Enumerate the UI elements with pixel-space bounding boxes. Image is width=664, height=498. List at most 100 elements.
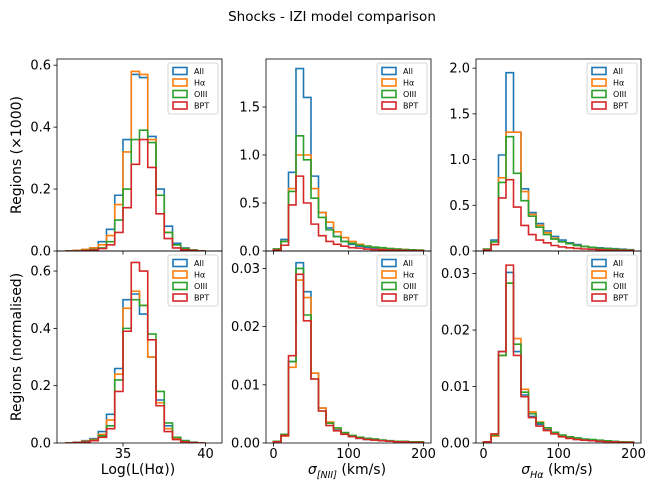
legend-label-halpha: Hα <box>613 271 624 280</box>
y-tick-label: 0.00 <box>231 437 260 452</box>
series-group <box>65 70 206 251</box>
y-tick-label: 0.02 <box>231 320 260 335</box>
x-tick-label: 35 <box>115 447 132 462</box>
legend-swatch-halpha <box>381 270 397 279</box>
legend-label-oiii: OIII <box>403 282 416 291</box>
y-tick-label: 1.0 <box>449 153 470 168</box>
legend-swatch-bpt <box>591 101 607 110</box>
legend-label-bpt: BPT <box>403 294 418 303</box>
legend-swatch-all <box>591 258 607 268</box>
y-tick-label: 1.5 <box>449 107 470 122</box>
series-halpha-line <box>65 290 206 443</box>
series-bpt-line <box>65 261 206 443</box>
panels: 0.0 0.2 0.4 0.6 All Hα OIII BPT 0.0 0.5 1.0 1.5 All H… <box>30 58 646 462</box>
legend-swatch-bpt <box>172 293 188 302</box>
row-label-top: Regions (×1000) <box>9 96 25 214</box>
legend-label-oiii: OIII <box>613 90 626 99</box>
legend-label-bpt: BPT <box>613 294 628 303</box>
legend-box <box>376 254 428 307</box>
panel-r0-c2: 0.0 0.5 1.0 1.5 2.0 All Hα OIII BPT <box>449 58 642 260</box>
legend-swatch-oiii <box>591 281 607 291</box>
panel-r1-c0: 0.0 0.2 0.4 0.6 35 40 All Hα OIII BPT <box>30 250 223 462</box>
legend-box <box>586 62 638 115</box>
sigma-ha-symbol: σ <box>521 462 531 478</box>
legend-swatch-halpha <box>172 78 188 87</box>
row-label-bottom: Regions (normalised) <box>9 273 25 421</box>
y-tick-label: 0.6 <box>30 265 51 280</box>
y-tick-label: 0.4 <box>30 121 51 136</box>
y-tick-label: 0.6 <box>30 59 51 74</box>
series-bpt-line <box>65 138 206 251</box>
legend-swatch-oiii <box>591 89 607 99</box>
legend-swatch-bpt <box>591 293 607 302</box>
panel-r1-c2: 0.00 0.01 0.02 0.03 0 100 200 All Hα OIII BPT <box>441 250 646 462</box>
series-bpt-line <box>482 264 635 443</box>
sigma-nii-subscript: [NII] <box>317 470 337 481</box>
legend-swatch-halpha <box>381 78 397 87</box>
axes-frame <box>56 250 223 444</box>
series-group <box>482 71 635 251</box>
legend-label-oiii: OIII <box>194 282 207 291</box>
series-oiii-line <box>65 298 206 443</box>
legend-swatch-halpha <box>172 270 188 279</box>
legend: All Hα OIII BPT <box>167 254 219 307</box>
series-all-line <box>65 293 206 443</box>
legend-label-bpt: BPT <box>403 102 418 111</box>
x-tick-label: 0 <box>269 447 277 462</box>
legend-swatch-oiii <box>381 281 397 291</box>
legend-box <box>586 254 638 307</box>
x-tick-label: 0 <box>479 447 487 462</box>
sigma-ha-unit: (km/s) <box>544 462 593 478</box>
y-tick-label: 0.0 <box>239 245 260 260</box>
legend-swatch-all <box>172 66 188 76</box>
legend-swatch-bpt <box>381 293 397 302</box>
legend-swatch-all <box>591 66 607 76</box>
legend-swatch-oiii <box>381 89 397 99</box>
legend-swatch-bpt <box>172 101 188 110</box>
series-oiii-line <box>482 135 635 251</box>
y-tick-label: 0.01 <box>231 378 260 393</box>
series-bpt-line <box>272 175 425 251</box>
series-bpt-line <box>482 178 635 251</box>
legend-label-oiii: OIII <box>194 90 207 99</box>
legend-swatch-all <box>381 66 397 76</box>
legend-label-oiii: OIII <box>403 90 416 99</box>
y-tick-label: 0.0 <box>30 437 51 452</box>
y-tick-label: 0.03 <box>231 262 260 277</box>
legend-swatch-oiii <box>172 281 188 291</box>
legend-label-all: All <box>194 67 204 76</box>
legend-label-all: All <box>403 259 413 268</box>
legend-label-bpt: BPT <box>194 102 209 111</box>
series-group <box>65 261 206 443</box>
series-group <box>272 261 425 443</box>
y-tick-label: 0.03 <box>441 267 470 282</box>
y-tick-label: 2.0 <box>449 62 470 77</box>
y-tick-label: 0.2 <box>30 183 51 198</box>
legend: All Hα OIII BPT <box>376 62 428 115</box>
sigma-nii-symbol: σ <box>308 462 318 478</box>
y-tick-label: 0.5 <box>239 197 260 212</box>
x-tick-label: 40 <box>197 447 214 462</box>
legend-label-halpha: Hα <box>403 271 414 280</box>
legend-swatch-all <box>172 258 188 268</box>
y-tick-label: 0.00 <box>441 437 470 452</box>
legend-swatch-bpt <box>381 101 397 110</box>
legend-label-oiii: OIII <box>613 282 626 291</box>
legend-label-halpha: Hα <box>194 271 205 280</box>
y-tick-label: 0.5 <box>449 199 470 214</box>
y-tick-label: 0.2 <box>30 379 51 394</box>
legend: All Hα OIII BPT <box>167 62 219 115</box>
x-label-sigma-halpha: σHα (km/s) <box>521 462 592 481</box>
y-tick-label: 0.02 <box>441 324 470 339</box>
y-tick-label: 0.01 <box>441 380 470 395</box>
panel-r1-c1: 0.00 0.01 0.02 0.03 0 100 200 All Hα OIII BPT <box>231 250 436 462</box>
x-label-luminosity: Log(L(Hα)) <box>101 462 175 478</box>
series-oiii-line <box>65 129 206 251</box>
legend-swatch-oiii <box>172 89 188 99</box>
legend-label-halpha: Hα <box>613 79 624 88</box>
legend-box <box>376 62 428 115</box>
legend-label-bpt: BPT <box>194 294 209 303</box>
x-tick-label: 100 <box>546 447 571 462</box>
x-tick-label: 200 <box>621 447 646 462</box>
